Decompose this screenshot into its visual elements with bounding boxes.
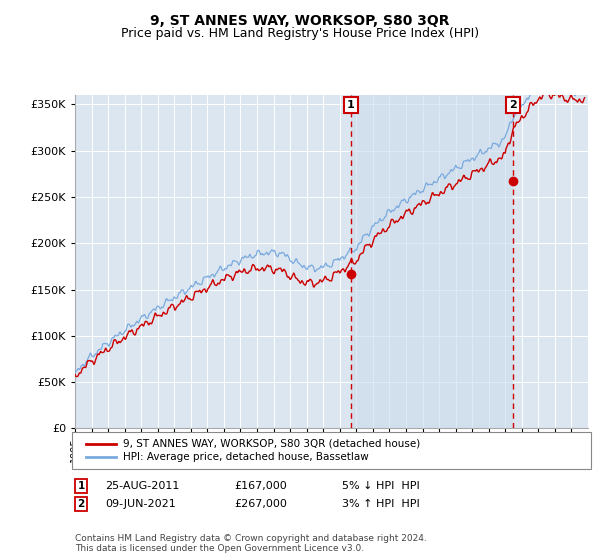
Text: 9, ST ANNES WAY, WORKSOP, S80 3QR: 9, ST ANNES WAY, WORKSOP, S80 3QR	[150, 14, 450, 28]
Text: HPI: Average price, detached house, Bassetlaw: HPI: Average price, detached house, Bass…	[123, 452, 369, 463]
Text: 2: 2	[509, 100, 517, 110]
Text: 3% ↑ HPI  HPI: 3% ↑ HPI HPI	[342, 499, 420, 509]
Text: 25-AUG-2011: 25-AUG-2011	[105, 481, 179, 491]
Text: 2: 2	[77, 499, 85, 509]
Text: Price paid vs. HM Land Registry's House Price Index (HPI): Price paid vs. HM Land Registry's House …	[121, 27, 479, 40]
Text: 1: 1	[347, 100, 355, 110]
Text: £267,000: £267,000	[234, 499, 287, 509]
Text: Contains HM Land Registry data © Crown copyright and database right 2024.
This d: Contains HM Land Registry data © Crown c…	[75, 534, 427, 553]
Text: 09-JUN-2021: 09-JUN-2021	[105, 499, 176, 509]
Text: £167,000: £167,000	[234, 481, 287, 491]
Bar	[350, 95, 512, 428]
Text: 5% ↓ HPI  HPI: 5% ↓ HPI HPI	[342, 481, 420, 491]
Text: 1: 1	[77, 481, 85, 491]
Text: 9, ST ANNES WAY, WORKSOP, S80 3QR (detached house): 9, ST ANNES WAY, WORKSOP, S80 3QR (detac…	[123, 438, 420, 449]
